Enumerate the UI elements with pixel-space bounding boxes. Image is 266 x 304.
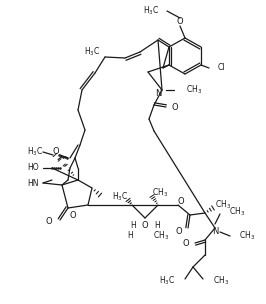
Text: H$_3$C: H$_3$C [84, 46, 100, 58]
Text: O: O [175, 226, 182, 236]
Text: CH$_3$: CH$_3$ [153, 230, 169, 242]
Text: N: N [212, 227, 218, 237]
Text: CH$_3$: CH$_3$ [152, 187, 168, 199]
Text: CH$_3$: CH$_3$ [213, 275, 229, 287]
Text: O: O [70, 212, 77, 220]
Text: H$_3$C: H$_3$C [143, 5, 159, 17]
Text: H$_3$C: H$_3$C [27, 146, 43, 158]
Text: CH$_3$: CH$_3$ [215, 199, 231, 211]
Text: H: H [127, 232, 133, 240]
Text: HN: HN [27, 178, 39, 188]
Text: H$_3$C: H$_3$C [112, 191, 128, 203]
Text: H: H [154, 222, 160, 230]
Text: H$_3$C: H$_3$C [159, 275, 175, 287]
Text: H: H [130, 222, 136, 230]
Text: Cl: Cl [218, 64, 226, 72]
Text: O: O [172, 102, 179, 112]
Text: N: N [155, 88, 161, 98]
Text: O: O [182, 239, 189, 247]
Text: O: O [178, 198, 184, 206]
Text: CH$_3$: CH$_3$ [186, 84, 202, 96]
Text: O: O [142, 222, 148, 230]
Text: HO: HO [27, 164, 39, 172]
Text: CH$_3$: CH$_3$ [239, 230, 255, 242]
Text: O: O [53, 147, 59, 157]
Text: O: O [45, 217, 52, 226]
Text: CH$_3$: CH$_3$ [229, 206, 245, 218]
Text: O: O [177, 18, 183, 26]
